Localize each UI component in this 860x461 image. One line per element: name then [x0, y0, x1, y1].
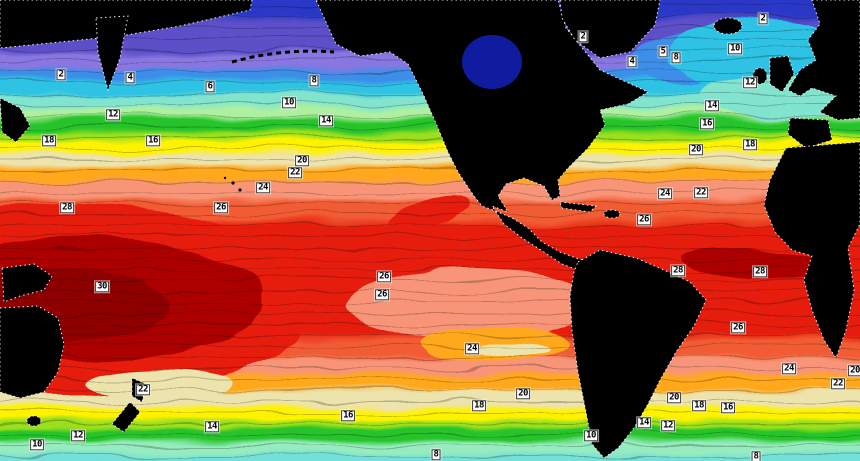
island-new-zealand-south: [111, 401, 141, 433]
islands-hawaii: [223, 176, 242, 192]
landmass-britain: [769, 55, 795, 93]
island-new-guinea: [1, 263, 53, 303]
landmass-iceland: [713, 17, 743, 35]
hudson-bay: [462, 35, 522, 89]
landmass-greenland: [559, 0, 661, 59]
landmass-ireland: [752, 67, 768, 85]
landmass-kamchatka: [95, 15, 129, 92]
landmass-europe: [787, 0, 860, 121]
landmass-south-america: [569, 249, 707, 459]
landmass-australia: [0, 305, 65, 399]
island-hispaniola: [603, 209, 621, 219]
island-cuba: [559, 201, 598, 213]
island-tasmania: [26, 415, 42, 427]
landmass-japan: [0, 97, 31, 143]
landmass-iberia: [787, 117, 833, 149]
landmass-north-america: [315, 0, 650, 271]
landmass-africa: [763, 141, 860, 360]
aleutian-islands: [231, 49, 335, 64]
